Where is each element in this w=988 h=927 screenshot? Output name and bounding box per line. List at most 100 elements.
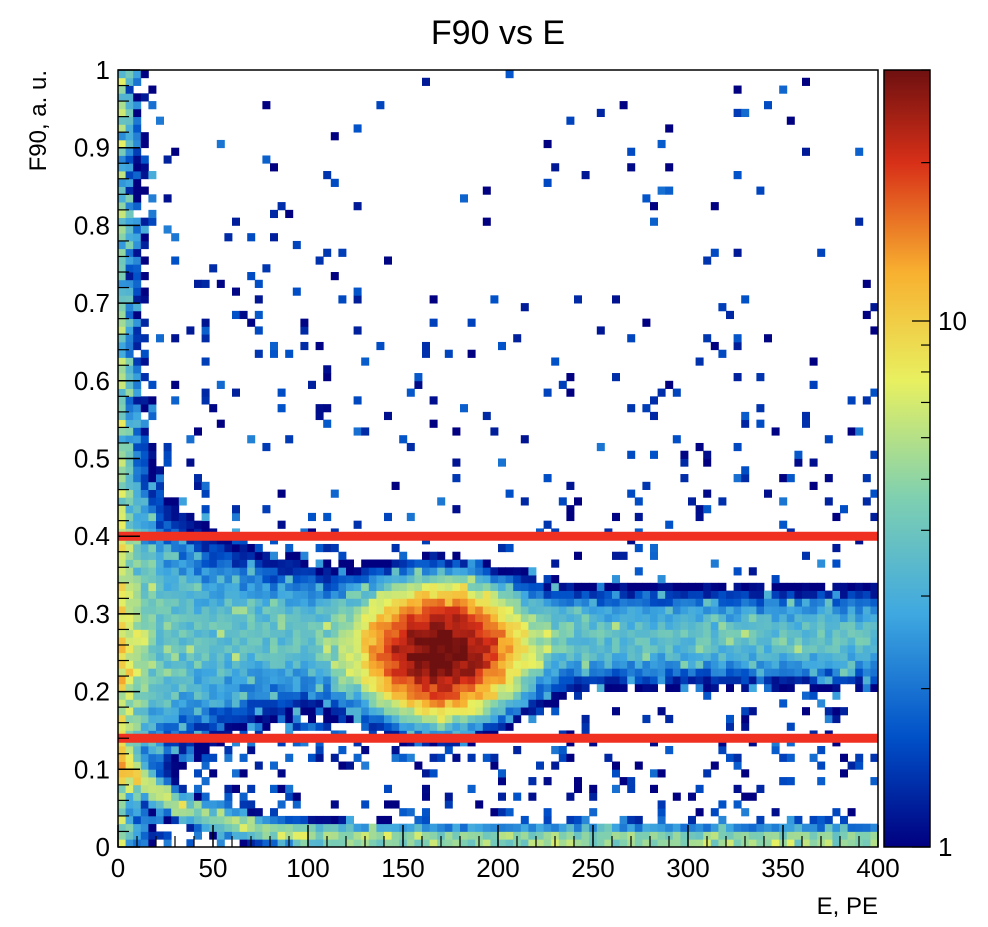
- heatmap-cell: [201, 598, 210, 607]
- heatmap-cell: [634, 629, 643, 638]
- heatmap-cell: [338, 745, 347, 755]
- heatmap-cell: [437, 567, 446, 576]
- heatmap-cell: [422, 637, 430, 646]
- heatmap-cell: [444, 567, 453, 576]
- heatmap-cell: [596, 823, 605, 832]
- heatmap-cell: [406, 823, 415, 832]
- heatmap-cell: [308, 590, 316, 599]
- heatmap-cell: [125, 108, 134, 118]
- heatmap-cell: [452, 606, 461, 615]
- heatmap-cell: [680, 839, 689, 847]
- heatmap-cell: [186, 435, 195, 444]
- heatmap-cell: [642, 839, 651, 847]
- heatmap-cell: [596, 621, 605, 630]
- heatmap-cell: [330, 132, 339, 141]
- heatmap-cell: [140, 839, 149, 847]
- heatmap-cell: [125, 761, 134, 770]
- heatmap-cell: [642, 582, 651, 591]
- heatmap-cell: [254, 349, 263, 358]
- heatmap-cell: [277, 652, 286, 661]
- heatmap-cell: [414, 598, 423, 607]
- heatmap-cell: [163, 505, 172, 514]
- heatmap-cell: [437, 691, 446, 700]
- heatmap-cell: [391, 637, 400, 646]
- heatmap-cell: [513, 792, 522, 801]
- heatmap-cell: [239, 606, 248, 615]
- heatmap-cell: [756, 598, 765, 607]
- heatmap-cell: [399, 644, 408, 654]
- heatmap-cell: [163, 792, 172, 801]
- heatmap-cell: [133, 365, 142, 374]
- heatmap-cell: [163, 458, 172, 467]
- heatmap-cell: [232, 707, 240, 716]
- heatmap-cell: [612, 839, 620, 847]
- heatmap-cell: [741, 598, 750, 607]
- heatmap-cell: [163, 520, 172, 529]
- heatmap-cell: [520, 676, 529, 685]
- heatmap-cell: [786, 621, 795, 630]
- heatmap-cell: [330, 575, 339, 584]
- heatmap-cell: [224, 582, 233, 591]
- heatmap-cell: [832, 637, 841, 646]
- heatmap-cell: [726, 598, 734, 607]
- heatmap-cell: [543, 644, 552, 654]
- heatmap-cell: [558, 629, 567, 638]
- heatmap-cell: [186, 800, 195, 809]
- heatmap-cell: [688, 590, 696, 599]
- heatmap-cell: [300, 326, 309, 335]
- heatmap-cell: [163, 691, 172, 700]
- heatmap-cell: [520, 629, 529, 638]
- heatmap-cell: [482, 559, 491, 568]
- heatmap-cell: [346, 815, 354, 825]
- heatmap-cell: [399, 575, 408, 584]
- heatmap-cell: [528, 792, 537, 801]
- heatmap-cell: [300, 629, 309, 638]
- heatmap-cell: [277, 575, 286, 584]
- heatmap-cell: [118, 590, 126, 599]
- heatmap-cell: [703, 613, 712, 623]
- heatmap-cell: [118, 722, 126, 731]
- heatmap-cell: [156, 683, 164, 692]
- heatmap-cell: [422, 699, 430, 708]
- heatmap-cell: [680, 613, 689, 623]
- heatmap-cell: [847, 396, 856, 405]
- heatmap-cell: [384, 722, 392, 731]
- heatmap-cell: [824, 707, 833, 716]
- heatmap-cell: [201, 396, 210, 405]
- heatmap-cell: [855, 613, 864, 623]
- heatmap-cell: [452, 598, 461, 607]
- heatmap-cell: [444, 349, 453, 358]
- heatmap-cell: [498, 543, 506, 553]
- heatmap-cell: [186, 520, 195, 529]
- heatmap-cell: [840, 582, 848, 591]
- heatmap-cell: [178, 707, 187, 716]
- heatmap-cell: [809, 652, 818, 661]
- heatmap-cell: [422, 660, 430, 669]
- heatmap-cell: [171, 621, 180, 630]
- heatmap-cell: [118, 139, 126, 149]
- heatmap-cell: [254, 637, 263, 646]
- heatmap-cell: [125, 652, 134, 661]
- heatmap-cell: [680, 450, 689, 459]
- heatmap-cell: [809, 660, 818, 669]
- heatmap-cell: [163, 699, 172, 708]
- heatmap-cell: [779, 637, 788, 646]
- heatmap-cell: [209, 808, 218, 817]
- heatmap-cell: [346, 714, 354, 724]
- heatmap-cell: [163, 575, 172, 584]
- heatmap-cell: [642, 714, 651, 724]
- heatmap-cell: [133, 116, 142, 125]
- heatmap-cell: [232, 769, 240, 778]
- heatmap-cell: [619, 644, 628, 654]
- heatmap-cell: [353, 714, 362, 724]
- heatmap-cell: [163, 497, 172, 506]
- heatmap-cell: [118, 171, 126, 180]
- heatmap-cell: [589, 784, 598, 794]
- heatmap-cell: [194, 575, 202, 584]
- heatmap-cell: [156, 699, 164, 708]
- heatmap-cell: [718, 652, 727, 661]
- heatmap-cell: [528, 575, 537, 584]
- heatmap-cell: [604, 660, 613, 669]
- heatmap-cell: [353, 676, 362, 685]
- heatmap-cell: [171, 644, 180, 654]
